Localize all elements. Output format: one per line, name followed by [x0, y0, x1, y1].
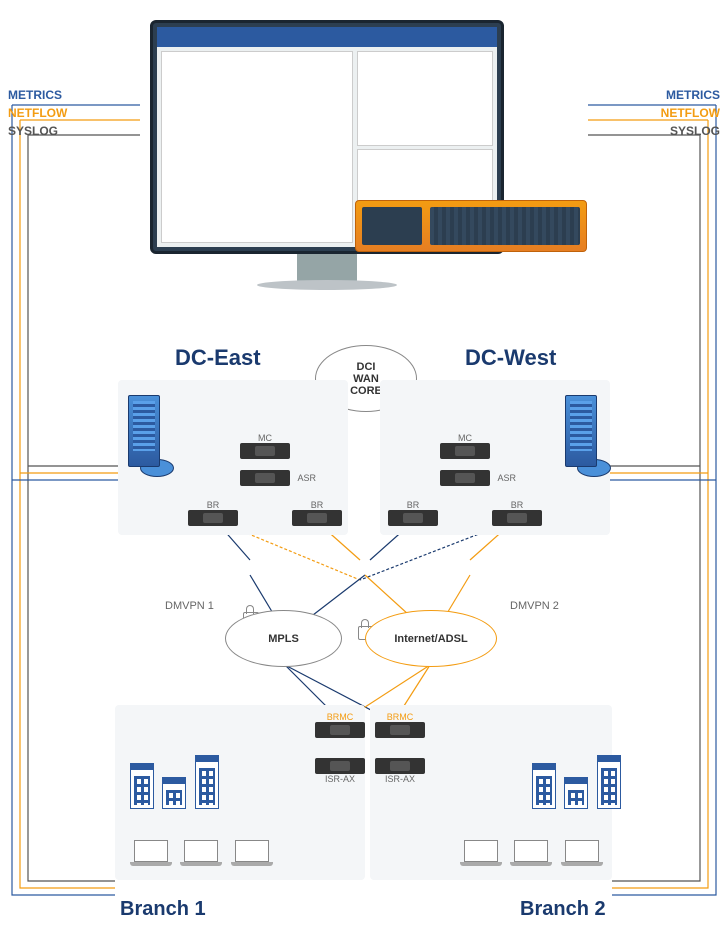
topology-view-icon [161, 51, 353, 243]
server-east-icon [128, 395, 174, 477]
metrics-label-right: METRICS [666, 88, 720, 102]
dc-east-title: DC-East [175, 345, 261, 371]
buildings-b2 [530, 755, 623, 814]
br-east-2: BR [292, 500, 342, 526]
mc-east: MC [240, 433, 290, 459]
details-panel-icon [357, 51, 493, 146]
laptop-icon [565, 840, 599, 862]
laptop-icon [134, 840, 168, 862]
asr-west: ASR [440, 470, 490, 486]
appliance-icon [355, 200, 587, 252]
br-west-1: BR [388, 500, 438, 526]
internet-cloud: Internet/ADSL [365, 610, 497, 667]
syslog-label-left: SYSLOG [8, 124, 58, 138]
core-line1: DCI [357, 361, 376, 373]
laptop-icon [514, 840, 548, 862]
laptop-icon [184, 840, 218, 862]
mc-west: MC [440, 433, 490, 459]
laptops-b2 [458, 840, 605, 867]
dmvpn2-label: DMVPN 2 [510, 600, 559, 612]
brmc-b2: BRMC [375, 712, 425, 738]
netflow-label-left: NETFLOW [8, 106, 67, 120]
dc-west-title: DC-West [465, 345, 556, 371]
core-line3: CORE [350, 385, 382, 397]
laptop-icon [235, 840, 269, 862]
branch1-title: Branch 1 [120, 898, 206, 921]
syslog-label-right: SYSLOG [670, 124, 720, 138]
netflow-label-right: NETFLOW [661, 106, 720, 120]
isr-b1: ISR-AX [315, 758, 365, 784]
server-west-icon [565, 395, 611, 477]
br-east-1: BR [188, 500, 238, 526]
brmc-b1: BRMC [315, 712, 365, 738]
branch2-title: Branch 2 [520, 898, 606, 921]
dmvpn1-label: DMVPN 1 [165, 600, 214, 612]
metrics-label-left: METRICS [8, 88, 62, 102]
asr-east: ASR [240, 470, 290, 486]
core-line2: WAN [353, 373, 379, 385]
laptops-b1 [128, 840, 275, 867]
br-west-2: BR [492, 500, 542, 526]
buildings-b1 [128, 755, 221, 814]
mpls-cloud: MPLS [225, 610, 342, 667]
isr-b2: ISR-AX [375, 758, 425, 784]
laptop-icon [464, 840, 498, 862]
